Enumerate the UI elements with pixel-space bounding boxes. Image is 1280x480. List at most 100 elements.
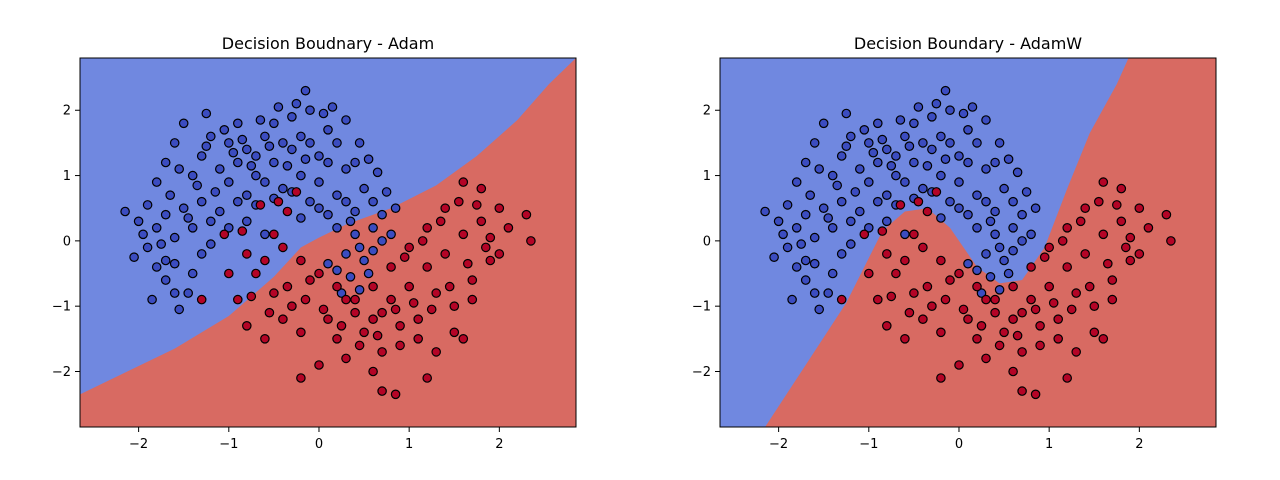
point-class0 bbox=[363, 154, 374, 164]
point-class1 bbox=[918, 314, 928, 324]
point-class1 bbox=[368, 281, 378, 292]
point-class1 bbox=[1084, 281, 1095, 292]
point-class0 bbox=[151, 262, 162, 272]
y-tick-label: −2 bbox=[52, 365, 71, 380]
point-class0 bbox=[854, 206, 865, 217]
point-class0 bbox=[196, 249, 207, 259]
point-class0 bbox=[999, 255, 1009, 266]
point-class1 bbox=[1062, 262, 1072, 272]
point-class0 bbox=[332, 190, 342, 200]
y-tick-label: 1 bbox=[63, 169, 71, 184]
point-class1 bbox=[368, 366, 378, 377]
point-class0 bbox=[845, 131, 856, 142]
point-class1 bbox=[431, 347, 441, 357]
point-class0 bbox=[994, 138, 1005, 148]
point-class0 bbox=[1003, 268, 1014, 279]
point-class0 bbox=[233, 118, 243, 129]
point-class0 bbox=[945, 105, 955, 115]
point-class0 bbox=[390, 203, 401, 213]
x-axis-ticks: −2 −1 0 1 2 bbox=[129, 427, 503, 452]
point-class1 bbox=[1080, 203, 1090, 213]
point-class1 bbox=[350, 294, 360, 305]
y-axis-ticks: −2 −1 0 1 2 bbox=[692, 104, 720, 380]
point-class1 bbox=[1071, 288, 1081, 298]
point-class1 bbox=[972, 333, 982, 344]
point-class0 bbox=[963, 125, 973, 135]
point-class1 bbox=[282, 281, 293, 292]
point-class1 bbox=[1098, 333, 1109, 344]
y-tick-label: −1 bbox=[692, 300, 711, 315]
point-class1 bbox=[1098, 177, 1109, 187]
y-tick-label: 0 bbox=[703, 234, 711, 249]
point-class1 bbox=[318, 304, 329, 315]
point-class1 bbox=[900, 333, 910, 344]
point-class1 bbox=[458, 333, 469, 344]
point-class0 bbox=[187, 268, 198, 279]
point-class0 bbox=[215, 206, 225, 217]
point-class1 bbox=[278, 314, 288, 324]
point-class1 bbox=[422, 223, 432, 233]
point-class0 bbox=[872, 196, 883, 207]
point-class0 bbox=[350, 206, 360, 217]
point-class0 bbox=[160, 255, 171, 266]
point-class0 bbox=[809, 138, 820, 148]
point-class1 bbox=[1044, 242, 1054, 253]
point-class1 bbox=[314, 360, 324, 370]
x-tick-label: −1 bbox=[859, 437, 878, 452]
point-class1 bbox=[1125, 255, 1136, 266]
point-class0 bbox=[881, 144, 892, 155]
point-class1 bbox=[1125, 232, 1136, 243]
point-class1 bbox=[296, 327, 306, 338]
point-class0 bbox=[242, 144, 252, 155]
point-class0 bbox=[368, 196, 378, 207]
point-class1 bbox=[255, 200, 266, 210]
point-class0 bbox=[1017, 236, 1027, 246]
point-class1 bbox=[1030, 389, 1041, 400]
point-class0 bbox=[160, 157, 171, 168]
point-class0 bbox=[972, 190, 982, 200]
point-class0 bbox=[323, 258, 333, 269]
x-tick-label: 2 bbox=[1135, 437, 1143, 452]
point-class1 bbox=[332, 333, 342, 344]
point-class0 bbox=[827, 170, 838, 181]
point-class1 bbox=[1035, 320, 1045, 331]
point-class0 bbox=[823, 288, 833, 298]
point-class0 bbox=[147, 294, 157, 305]
point-class0 bbox=[206, 131, 216, 142]
point-class0 bbox=[981, 164, 991, 174]
point-class1 bbox=[954, 268, 964, 279]
point-class0 bbox=[818, 118, 829, 129]
point-class1 bbox=[251, 268, 261, 279]
point-class1 bbox=[521, 209, 532, 220]
point-class0 bbox=[967, 102, 978, 112]
point-class1 bbox=[1107, 294, 1118, 305]
point-class0 bbox=[233, 196, 243, 207]
point-class0 bbox=[791, 223, 802, 233]
point-class0 bbox=[814, 304, 824, 315]
chart-title: Decision Boundary - AdamW bbox=[854, 34, 1082, 53]
point-class1 bbox=[462, 258, 473, 269]
point-class0 bbox=[142, 200, 153, 210]
axes-frame bbox=[79, 57, 577, 428]
point-class0 bbox=[981, 115, 991, 125]
point-class1 bbox=[300, 294, 311, 305]
point-class0 bbox=[151, 223, 162, 233]
point-class0 bbox=[877, 134, 888, 145]
point-class0 bbox=[219, 125, 230, 135]
point-class0 bbox=[990, 206, 1000, 217]
point-class0 bbox=[990, 229, 1000, 240]
point-class0 bbox=[922, 161, 933, 171]
point-class0 bbox=[242, 190, 252, 200]
point-class1 bbox=[476, 183, 487, 194]
point-class0 bbox=[381, 187, 392, 197]
point-class0 bbox=[314, 203, 324, 213]
point-class0 bbox=[269, 157, 279, 168]
point-class1 bbox=[453, 196, 464, 207]
point-class1 bbox=[990, 307, 1000, 318]
point-class0 bbox=[224, 177, 234, 187]
point-class1 bbox=[449, 327, 460, 338]
point-class1 bbox=[1103, 258, 1113, 269]
point-class1 bbox=[1107, 275, 1118, 285]
point-class1 bbox=[233, 294, 243, 305]
